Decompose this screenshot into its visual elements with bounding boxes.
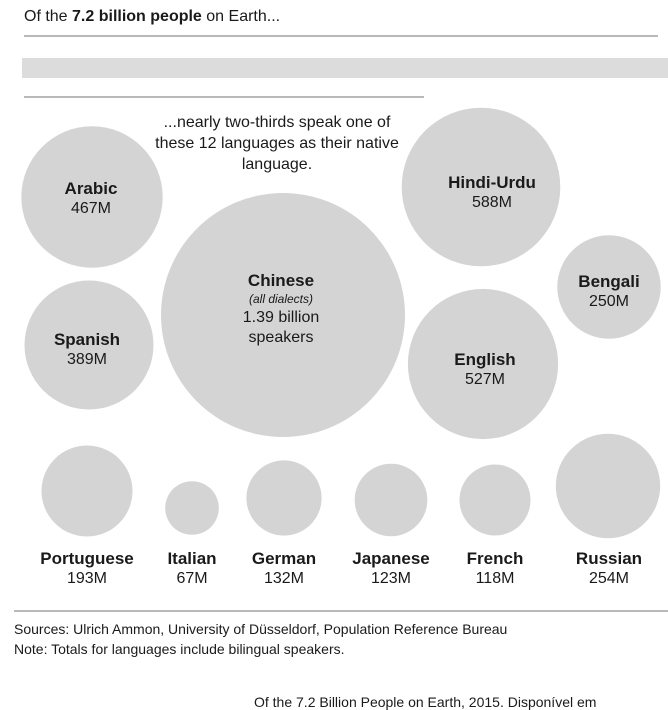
- credit-text: Of the 7.2 Billion People on Earth, 2015…: [254, 694, 597, 710]
- bubble-french: [459, 464, 531, 536]
- language-name: German: [251, 549, 317, 568]
- language-name: Spanish: [53, 330, 121, 349]
- language-name: Russian: [575, 549, 643, 568]
- language-name: Japanese: [352, 549, 430, 568]
- bubble-label-english: English 527M: [454, 349, 515, 390]
- bubble-label-japanese: Japanese 123M: [352, 548, 430, 589]
- chart-title: Of the 7.2 billion people on Earth...: [24, 8, 281, 25]
- footer-divider: [14, 610, 668, 612]
- bubble-spanish: [24, 280, 154, 410]
- speaker-count-unit: speakers: [248, 329, 314, 346]
- note-text: Note: Totals for languages include bilin…: [14, 641, 345, 657]
- speaker-count: 467M: [70, 200, 112, 217]
- bubble-italian: [165, 481, 219, 535]
- language-name: Bengali: [578, 272, 640, 291]
- gray-band: [22, 58, 668, 78]
- bubble-label-german: German 132M: [252, 548, 316, 589]
- bubble-arabic: [21, 126, 163, 268]
- chart-subtitle: ...nearly two-thirds speak one of these …: [155, 114, 399, 173]
- bubble-label-hindi-urdu: Hindi-Urdu 588M: [448, 172, 536, 213]
- speaker-count: 193M: [66, 570, 108, 587]
- speaker-count: 254M: [588, 570, 630, 587]
- language-name: English: [454, 350, 516, 369]
- language-name: Arabic: [64, 179, 118, 198]
- speaker-count: 132M: [263, 570, 305, 587]
- bubble-japanese: [354, 463, 428, 537]
- speaker-count: 118M: [475, 570, 515, 587]
- speaker-count: 1.39 billion: [242, 309, 320, 326]
- bubble-label-arabic: Arabic 467M: [65, 178, 118, 219]
- bubble-bengali: [557, 235, 661, 339]
- speaker-count: 67M: [176, 570, 208, 587]
- language-name: Italian: [167, 549, 217, 568]
- bubble-english: [407, 288, 559, 440]
- bubble-label-portuguese: Portuguese 193M: [40, 548, 134, 589]
- language-name: Hindi-Urdu: [448, 173, 536, 192]
- bubble-chinese: [161, 193, 405, 437]
- bubble-label-french: French 118M: [467, 548, 524, 589]
- language-name: Chinese: [247, 271, 315, 290]
- speaker-count: 527M: [464, 371, 506, 388]
- language-name: French: [466, 549, 524, 568]
- bubble-label-chinese: Chinese (all dialects) 1.39 billion speaker…: [243, 270, 320, 348]
- bubble-russian: [555, 433, 661, 539]
- bubble-chart: [21, 107, 661, 539]
- language-note: (all dialects): [248, 292, 314, 306]
- title-divider: [24, 35, 658, 37]
- bubble-label-bengali: Bengali 250M: [578, 271, 639, 312]
- bubble-hindi-urdu: [401, 107, 561, 267]
- sources-text: Sources: Ulrich Ammon, University of Düs…: [14, 621, 508, 637]
- subhead-divider: [24, 96, 424, 98]
- speaker-count: 389M: [66, 351, 108, 368]
- speaker-count: 588M: [471, 194, 513, 211]
- bubble-label-spanish: Spanish 389M: [54, 329, 120, 370]
- bubble-german: [246, 460, 322, 536]
- speaker-count: 123M: [370, 570, 412, 587]
- bubble-portuguese: [41, 445, 133, 537]
- bubble-label-italian: Italian 67M: [167, 548, 216, 589]
- speaker-count: 250M: [588, 293, 630, 310]
- language-name: Portuguese: [40, 549, 134, 568]
- bubble-label-russian: Russian 254M: [576, 548, 642, 589]
